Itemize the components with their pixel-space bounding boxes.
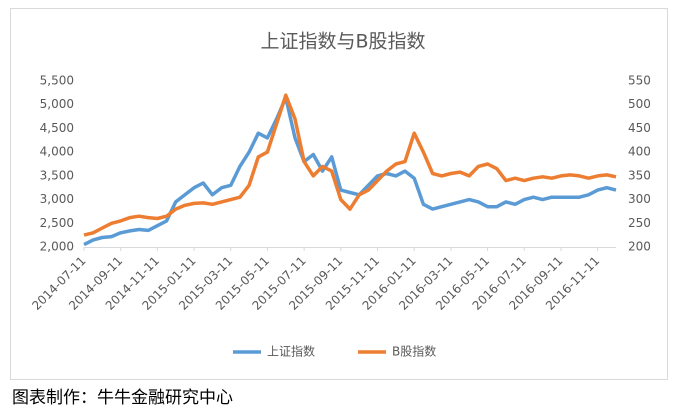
y2-tick-label: 300	[628, 192, 651, 206]
y-tick-label: 5,000	[40, 97, 74, 111]
y-tick-label: 4,000	[40, 145, 74, 159]
legend-label: B股指数	[392, 344, 436, 359]
y2-tick-label: 350	[628, 168, 651, 182]
y-tick-label: 3,500	[40, 168, 74, 182]
y-tick-label: 2,000	[40, 240, 74, 254]
y2-tick-label: 200	[628, 240, 651, 254]
y-tick-label: 4,500	[40, 121, 74, 135]
y2-tick-label: 450	[628, 121, 651, 135]
chart-title: 上证指数与B股指数	[260, 31, 425, 53]
series-line	[83, 93, 617, 237]
y2-tick-label: 400	[628, 145, 651, 159]
y-tick-label: 3,000	[40, 192, 74, 206]
y2-tick-label: 500	[628, 97, 651, 111]
legend-label: 上证指数	[267, 344, 315, 359]
y-tick-label: 2,500	[40, 216, 74, 230]
y-tick-label: 5,500	[40, 74, 74, 88]
y2-tick-label: 250	[628, 216, 651, 230]
series-line	[83, 95, 617, 247]
y2-tick-label: 550	[628, 74, 651, 88]
caption: 图表制作：牛牛金融研究中心	[12, 388, 233, 408]
